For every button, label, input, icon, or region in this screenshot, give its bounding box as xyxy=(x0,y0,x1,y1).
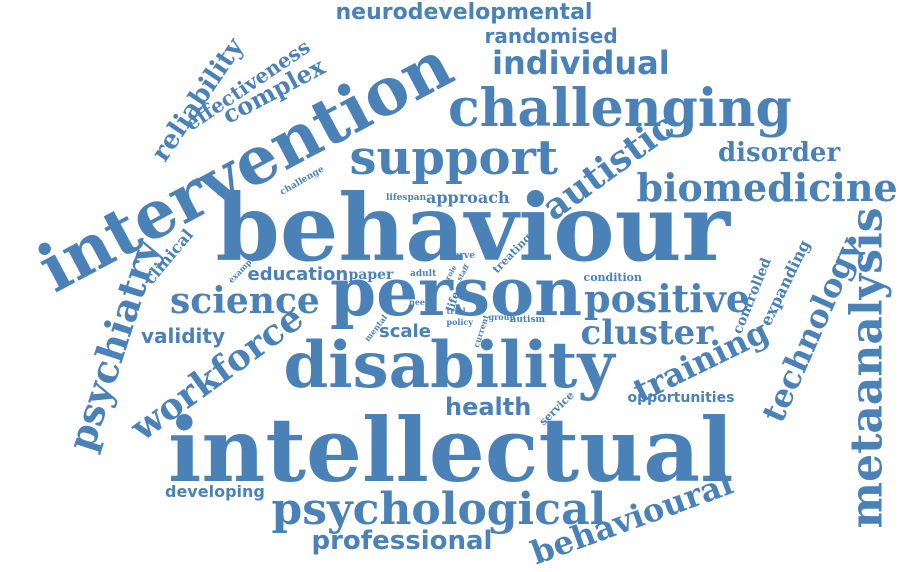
word: neurodevelopmental xyxy=(335,0,593,25)
word: scale xyxy=(379,321,431,342)
word: person xyxy=(330,253,583,331)
word: autism xyxy=(510,314,546,325)
word: science xyxy=(170,280,320,322)
word: disorder xyxy=(718,138,841,168)
word: opportunities xyxy=(627,390,735,406)
word: education xyxy=(247,264,349,285)
word: support xyxy=(349,130,559,186)
word: individual xyxy=(492,44,670,82)
word: intellectual xyxy=(168,398,734,502)
word: metaanalysis xyxy=(840,207,892,529)
word: trial xyxy=(446,306,466,316)
word: condition xyxy=(583,270,643,284)
word: approach xyxy=(426,188,510,207)
word: paper xyxy=(348,267,394,283)
word: policy xyxy=(446,317,474,327)
word: developing xyxy=(165,482,265,501)
word: cluster xyxy=(580,313,714,353)
word: professional xyxy=(311,526,493,556)
word: group xyxy=(488,312,516,322)
word: adult xyxy=(410,268,437,279)
word: challenging xyxy=(448,78,792,139)
word: health xyxy=(445,393,532,421)
word: disability xyxy=(283,328,615,403)
word: need xyxy=(409,297,431,307)
word: lifespan xyxy=(386,192,427,203)
word: biomedicine xyxy=(636,165,898,210)
word: psychological xyxy=(271,484,607,535)
word: behaviour xyxy=(215,174,731,282)
word: validity xyxy=(141,324,226,348)
word: serve xyxy=(448,250,476,261)
word: positive xyxy=(584,276,750,321)
word: randomised xyxy=(484,24,618,48)
